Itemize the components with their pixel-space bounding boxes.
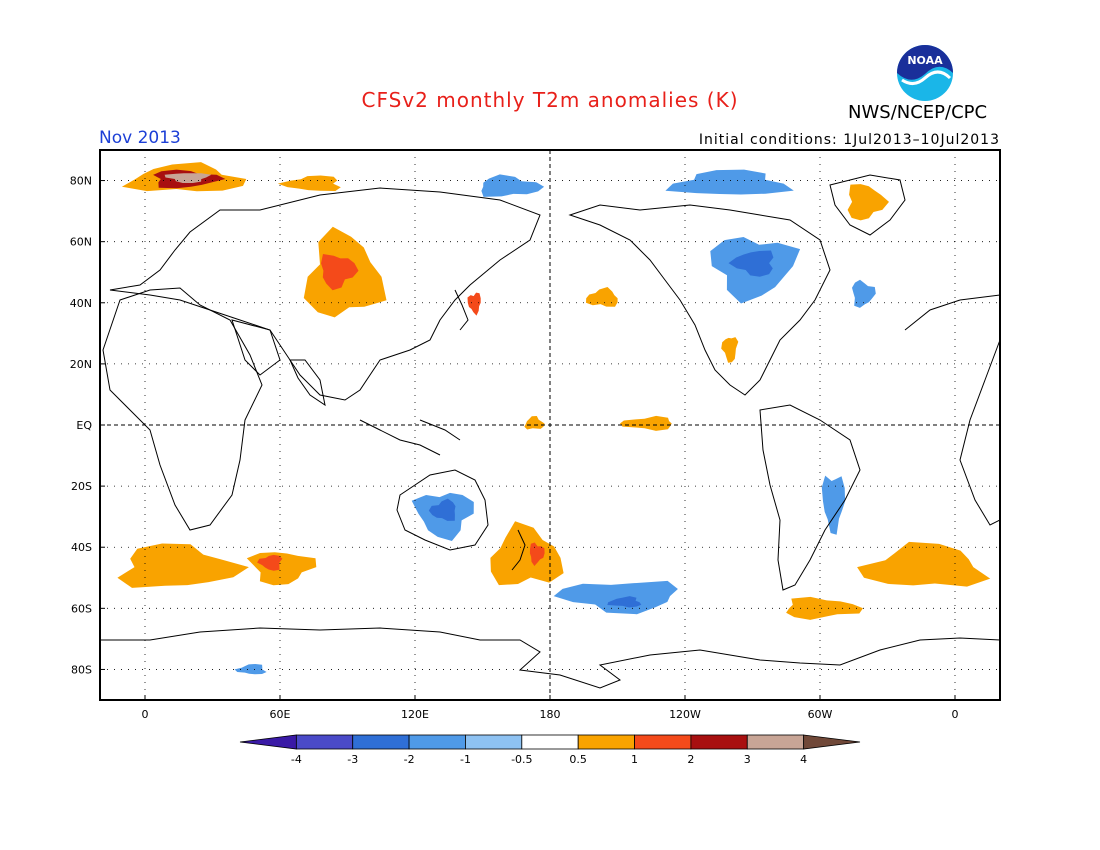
anomaly-region bbox=[607, 596, 642, 608]
anomaly-region bbox=[665, 169, 794, 195]
anomaly-region bbox=[847, 184, 889, 221]
lat-tick-label: 20N bbox=[70, 358, 92, 371]
anomaly-region bbox=[467, 292, 481, 316]
colorbar-label: -3 bbox=[347, 753, 358, 766]
colorbar: -4 -3 -2 -1 -0.5 0.5 1 2 3 4 bbox=[239, 734, 861, 766]
logo-text: NOAA bbox=[907, 54, 943, 67]
colorbar-label: 3 bbox=[744, 753, 751, 766]
colorbar-segment bbox=[352, 734, 410, 750]
lat-tick-label: 80S bbox=[71, 663, 92, 676]
colorbar-segment bbox=[690, 734, 748, 750]
anomaly-region bbox=[586, 287, 618, 307]
chart-title: CFSv2 monthly T2m anomalies (K) bbox=[361, 88, 739, 112]
anomaly-region bbox=[553, 580, 678, 615]
lat-tick-label: 20S bbox=[71, 480, 92, 493]
lat-tick-label: 40N bbox=[70, 297, 92, 310]
lat-tick-label: EQ bbox=[76, 419, 92, 432]
anomaly-region bbox=[164, 173, 212, 183]
anomaly-region bbox=[786, 596, 863, 620]
anomaly-region bbox=[721, 337, 739, 363]
anomaly-region bbox=[234, 664, 267, 675]
anomaly-region bbox=[821, 475, 846, 535]
lon-tick-label: 180 bbox=[540, 708, 561, 721]
colorbar-label: -2 bbox=[404, 753, 415, 766]
organization-label: NWS/NCEP/CPC bbox=[848, 102, 988, 123]
colorbar-label: -1 bbox=[460, 753, 471, 766]
colorbar-segment bbox=[746, 734, 805, 750]
colorbar-label: -4 bbox=[291, 753, 302, 766]
anomaly-region bbox=[481, 174, 545, 197]
colorbar-segment bbox=[408, 734, 466, 750]
noaa-logo: NOAA bbox=[894, 42, 956, 104]
lon-tick-label: 60W bbox=[808, 708, 833, 721]
anomaly-region bbox=[529, 542, 545, 566]
anomaly-region bbox=[428, 498, 456, 521]
anomaly-region bbox=[620, 415, 672, 431]
lon-tick-label: 120E bbox=[401, 708, 429, 721]
lon-tick-label: 60E bbox=[270, 708, 291, 721]
anomaly-region bbox=[852, 279, 876, 308]
lon-tick-label: 0 bbox=[142, 708, 149, 721]
month-label: Nov 2013 bbox=[99, 128, 181, 148]
colorbar-label: -0.5 bbox=[511, 753, 532, 766]
lat-tick-label: 60N bbox=[70, 236, 92, 249]
anomaly-region bbox=[257, 554, 283, 571]
lat-tick-label: 40S bbox=[71, 541, 92, 554]
colorbar-segment bbox=[295, 734, 354, 750]
colorbar-segment bbox=[803, 734, 861, 750]
lat-tick-label: 80N bbox=[70, 175, 92, 188]
anomaly-region bbox=[524, 416, 545, 430]
lon-tick-label: 120W bbox=[669, 708, 701, 721]
colorbar-label: 0.5 bbox=[569, 753, 587, 766]
colorbar-segment bbox=[239, 734, 297, 750]
anomaly-region bbox=[246, 552, 317, 586]
colorbar-label: 1 bbox=[631, 753, 638, 766]
anomaly-region bbox=[490, 521, 564, 586]
colorbar-label: 2 bbox=[687, 753, 694, 766]
anomaly-region bbox=[857, 541, 991, 587]
anomaly-region bbox=[277, 175, 341, 191]
lon-tick-label: 0 bbox=[952, 708, 959, 721]
anomaly-region bbox=[728, 250, 774, 277]
lat-tick-label: 60S bbox=[71, 602, 92, 615]
coastlines bbox=[100, 174, 1000, 689]
colorbar-segment bbox=[465, 734, 523, 750]
anomaly-region bbox=[321, 254, 359, 291]
anomaly-region bbox=[117, 543, 249, 588]
colorbar-segment bbox=[634, 734, 692, 750]
colorbar-label: 4 bbox=[800, 753, 807, 766]
colorbar-segment bbox=[521, 734, 579, 750]
colorbar-segment bbox=[577, 734, 635, 750]
initial-conditions-label: Initial conditions: 1Jul2013–10Jul2013 bbox=[698, 132, 1000, 148]
